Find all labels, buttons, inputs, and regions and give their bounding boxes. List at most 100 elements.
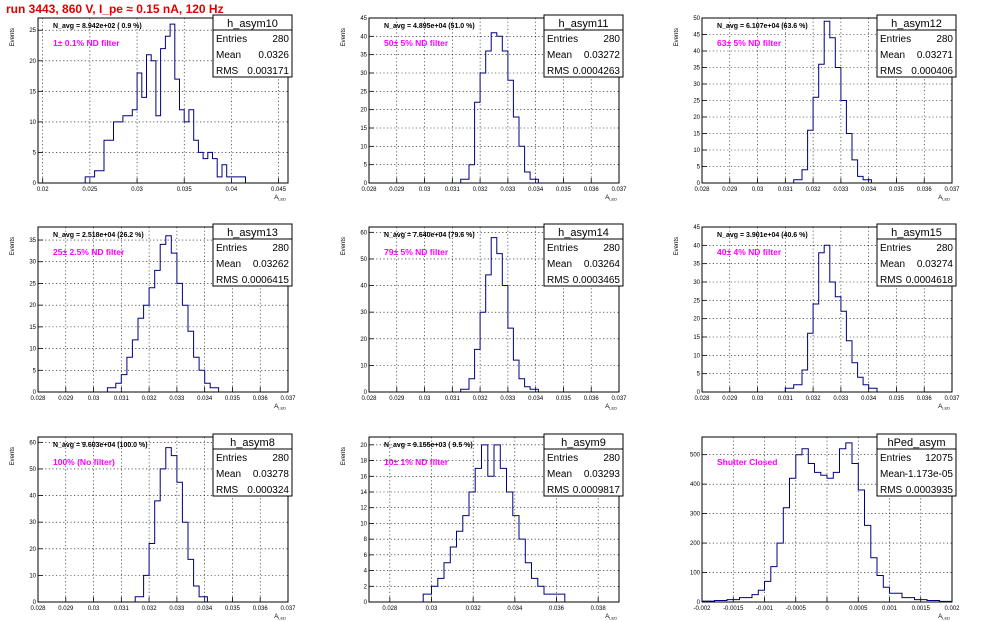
stats-box bbox=[543, 223, 624, 287]
y-tick-label: 25 bbox=[29, 28, 36, 34]
navg-label: N_avg = 6.107e+04 (63.6 %) bbox=[717, 23, 808, 30]
stats-box bbox=[212, 14, 293, 78]
x-tick-label: 0.002 bbox=[944, 606, 960, 612]
stat-value: 280 bbox=[272, 34, 289, 45]
y-axis-label: Events bbox=[341, 447, 347, 465]
x-axis-label: ALED bbox=[605, 404, 617, 411]
x-tick-label: 0.0015 bbox=[912, 606, 931, 612]
x-tick-label: 0.033 bbox=[169, 606, 185, 612]
histogram-hPed_asym: -0.002 -0.0015 -0.001 -0.0005 0 0.0005 0.001 0.… bbox=[690, 433, 960, 621]
y-axis-label: Events bbox=[10, 447, 16, 465]
x-tick-label: 0.032 bbox=[473, 396, 489, 402]
stat-value: 0.0003935 bbox=[906, 485, 954, 496]
y-tick-label: 45 bbox=[693, 33, 700, 39]
y-tick-label: 6 bbox=[364, 553, 368, 559]
stat-value: 0.0326 bbox=[258, 50, 289, 61]
y-tick-label: 25 bbox=[693, 298, 700, 304]
histogram-bars bbox=[784, 244, 878, 392]
stat-value: 0.0003465 bbox=[573, 275, 621, 286]
x-tick-label: 0.036 bbox=[917, 396, 933, 402]
x-tick-label: 0.034 bbox=[197, 606, 213, 612]
stat-label: RMS bbox=[216, 275, 239, 286]
y-axis-label: Events bbox=[10, 237, 16, 255]
y-tick-label: 15 bbox=[360, 126, 367, 132]
x-tick-label: 0.025 bbox=[82, 187, 98, 193]
histogram-name: h_asym15 bbox=[891, 227, 942, 239]
x-tick-label: 0.028 bbox=[30, 396, 46, 402]
filter-note: 63± 5% ND filter bbox=[717, 38, 782, 48]
stat-value: 0.0004263 bbox=[573, 66, 621, 77]
filter-note: 79± 5% ND filter bbox=[384, 247, 449, 257]
stat-label: Entries bbox=[880, 453, 911, 464]
stat-label: RMS bbox=[880, 485, 903, 496]
x-tick-label: 0.029 bbox=[58, 606, 74, 612]
x-tick-label: -0.0005 bbox=[786, 606, 807, 612]
histogram-name: h_asym10 bbox=[227, 18, 278, 30]
x-tick-label: 0.036 bbox=[253, 396, 269, 402]
y-tick-label: 5 bbox=[697, 372, 701, 378]
x-tick-label: 0.045 bbox=[271, 187, 287, 193]
y-tick-label: 18 bbox=[360, 459, 367, 465]
y-tick-label: 300 bbox=[690, 512, 701, 518]
stat-value: 280 bbox=[603, 453, 620, 464]
x-tick-label: 0.031 bbox=[445, 396, 461, 402]
x-tick-label: 0.029 bbox=[389, 187, 405, 193]
stat-value: -1.173e-05 bbox=[905, 469, 954, 480]
x-tick-label: 0.031 bbox=[778, 187, 794, 193]
y-tick-label: 35 bbox=[360, 53, 367, 59]
x-tick-label: 0.03 bbox=[752, 187, 764, 193]
x-tick-label: 0.035 bbox=[225, 396, 241, 402]
stats-box bbox=[543, 433, 624, 497]
y-tick-label: 500 bbox=[690, 453, 701, 459]
stat-label: Mean bbox=[216, 259, 241, 270]
x-tick-label: 0.029 bbox=[722, 396, 738, 402]
y-tick-label: 15 bbox=[693, 335, 700, 341]
x-tick-label: 0.028 bbox=[694, 187, 710, 193]
stat-value: 0.03272 bbox=[584, 50, 621, 61]
y-tick-label: 20 bbox=[360, 108, 367, 114]
y-tick-label: 0 bbox=[697, 390, 701, 396]
y-tick-label: 0 bbox=[364, 181, 368, 187]
x-tick-label: 0.036 bbox=[917, 187, 933, 193]
y-tick-label: 15 bbox=[29, 89, 36, 95]
histogram-name: h_asym11 bbox=[559, 18, 609, 30]
histogram-h_asym9: 0.028 0.03 0.032 0.034 0.036 0.038 0 2 4 6 8 10 12 14… bbox=[341, 433, 624, 621]
stat-label: Mean bbox=[547, 50, 572, 61]
stat-value: 280 bbox=[272, 453, 289, 464]
histogram-name: h_asym9 bbox=[561, 437, 606, 449]
stat-label: Mean bbox=[547, 469, 572, 480]
x-tick-label: 0 bbox=[825, 606, 829, 612]
x-axis-label: ALED bbox=[605, 195, 617, 202]
stat-label: Entries bbox=[216, 34, 247, 45]
x-tick-label: -0.002 bbox=[693, 606, 711, 612]
histogram-name: h_asym14 bbox=[558, 227, 609, 239]
histogram-h_asym14: 0.028 0.029 0.03 0.031 0.032 0.033 0.034 0.035 0… bbox=[341, 223, 627, 411]
y-axis-label: Events bbox=[10, 28, 16, 46]
y-tick-label: 20 bbox=[29, 303, 36, 309]
histogram-bars bbox=[701, 442, 953, 602]
x-tick-label: -0.0015 bbox=[723, 606, 744, 612]
y-tick-label: 25 bbox=[360, 89, 367, 95]
stat-value: 280 bbox=[272, 243, 289, 254]
x-axis-label: ALED bbox=[274, 614, 286, 621]
x-tick-label: 0.028 bbox=[382, 606, 398, 612]
y-tick-label: 2 bbox=[364, 584, 368, 590]
navg-label: N_avg = 3.901e+04 (40.6 %) bbox=[717, 232, 808, 239]
y-tick-label: 40 bbox=[693, 243, 700, 249]
filter-note: 25± 2.5% ND filter bbox=[53, 247, 125, 257]
x-tick-label: 0.033 bbox=[169, 396, 185, 402]
navg-label: N_avg = 8.942e+02 ( 0.9 %) bbox=[53, 23, 142, 30]
histogram-bars bbox=[134, 447, 208, 602]
y-tick-label: 10 bbox=[360, 144, 367, 150]
y-axis-label: Events bbox=[674, 28, 680, 46]
y-tick-label: 10 bbox=[29, 347, 36, 353]
x-tick-label: 0.037 bbox=[280, 606, 296, 612]
x-tick-label: 0.034 bbox=[197, 396, 213, 402]
stat-label: Mean bbox=[880, 469, 905, 480]
y-axis-label: Events bbox=[341, 28, 347, 46]
y-tick-label: 4 bbox=[364, 569, 368, 575]
y-tick-label: 35 bbox=[693, 66, 700, 72]
y-tick-label: 10 bbox=[29, 120, 36, 126]
y-tick-label: 5 bbox=[33, 368, 37, 374]
x-tick-label: 0.033 bbox=[500, 187, 516, 193]
